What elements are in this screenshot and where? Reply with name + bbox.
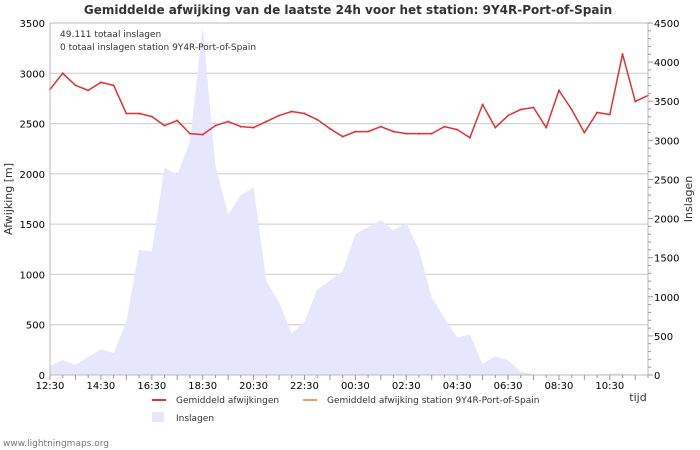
x-tick-label: 22:30 (290, 381, 319, 392)
deviation-point (392, 130, 395, 133)
deviation-point (367, 130, 370, 133)
deviation-point (608, 113, 611, 116)
deviation-point (456, 128, 459, 131)
deviation-point (99, 81, 102, 84)
deviation-point (354, 130, 357, 133)
deviation-point (417, 132, 420, 135)
deviation-point (278, 114, 281, 117)
deviation-point (443, 125, 446, 128)
deviation-point (227, 120, 230, 123)
deviation-point (405, 132, 408, 135)
y2-tick-label: 2500 (654, 175, 679, 186)
y-axis-label: Afwijking [m] (2, 163, 15, 235)
x-axis-ticks: 12:30 14:30 16:30 18:30 20:30 22:30 00:30 02:30… (36, 375, 649, 392)
deviation-point (176, 119, 179, 122)
y2-tick-label: 1000 (654, 293, 679, 304)
deviation-point (214, 124, 217, 127)
x-tick-label: 06:30 (494, 381, 523, 392)
deviation-point (468, 136, 471, 139)
deviation-point (328, 127, 331, 130)
deviation-point (201, 133, 204, 136)
y-tick-label: 3500 (20, 19, 45, 30)
y2-tick-label: 4000 (654, 58, 679, 69)
x-tick-label: 16:30 (137, 381, 166, 392)
y2-tick-label: 500 (654, 332, 673, 343)
deviation-point (379, 125, 382, 128)
legend-label-station-deviation: Gemiddeld afwijking station 9Y4R-Port-of… (327, 396, 539, 406)
left-axis-ticks: 0 500 1000 1500 2000 2500 3000 3500 (20, 19, 45, 382)
strikes-area-layer (50, 26, 648, 375)
legend-swatch-strikes (152, 412, 164, 422)
deviation-point (138, 112, 141, 115)
x-axis-label: tijd (629, 391, 646, 404)
x-tick-label: 14:30 (86, 381, 115, 392)
strikes-area (50, 26, 648, 375)
deviation-line-layer (49, 53, 649, 139)
avg-deviation-line (49, 53, 649, 139)
deviation-point (634, 100, 637, 103)
y-tick-label: 1500 (20, 220, 45, 231)
deviation-point (61, 72, 64, 75)
legend-label-strikes: Inslagen (176, 414, 214, 424)
y2-tick-label: 4500 (654, 19, 679, 30)
x-tick-label: 08:30 (545, 381, 574, 392)
deviation-point (507, 114, 510, 117)
plot-frame (49, 22, 649, 376)
deviation-point (596, 111, 599, 114)
y-tick-label: 3000 (20, 69, 45, 80)
deviation-point (621, 53, 624, 56)
deviation-point (341, 135, 344, 138)
deviation-point (557, 89, 560, 92)
deviation-point (545, 126, 548, 129)
x-tick-label: 20:30 (239, 381, 268, 392)
deviation-point (252, 126, 255, 129)
deviation-point (112, 84, 115, 87)
deviation-point (494, 126, 497, 129)
deviation-point (290, 110, 293, 113)
deviation-point (303, 112, 306, 115)
deviation-point (188, 132, 191, 135)
x-tick-label: 18:30 (188, 381, 217, 392)
y2-axis-label: Inslagen (682, 176, 695, 222)
info-station-strikes: 0 totaal inslagen station 9Y4R-Port-of-S… (60, 43, 256, 53)
y-tick-label: 1000 (20, 270, 45, 281)
legend: Gemiddeld afwijkingen Gemiddeld afwijkin… (152, 396, 539, 424)
x-tick-label: 00:30 (341, 381, 370, 392)
deviation-point (430, 132, 433, 135)
deviation-point (481, 103, 484, 106)
y2-tick-label: 0 (654, 371, 660, 382)
y-tick-label: 2500 (20, 120, 45, 131)
chart-title: Gemiddelde afwijking van de laatste 24h … (84, 3, 612, 17)
deviation-point (74, 84, 77, 87)
deviation-point (583, 131, 586, 134)
x-tick-label: 12:30 (36, 381, 65, 392)
deviation-point (532, 106, 535, 109)
x-tick-label: 02:30 (392, 381, 421, 392)
y-tick-label: 2000 (20, 170, 45, 181)
y-tick-label: 500 (26, 321, 45, 332)
x-tick-label: 04:30 (443, 381, 472, 392)
deviation-point (87, 89, 90, 92)
deviation-point (150, 115, 153, 118)
credit-link[interactable]: www.lightningmaps.org (3, 439, 109, 449)
deviation-point (570, 108, 573, 111)
deviation-point (125, 112, 128, 115)
info-total-strikes: 49.111 totaal inslagen (60, 30, 161, 40)
y2-tick-label: 1500 (654, 254, 679, 265)
deviation-point (239, 125, 242, 128)
y2-tick-label: 3000 (654, 136, 679, 147)
legend-label-avg-deviation: Gemiddeld afwijkingen (176, 396, 279, 406)
y2-tick-label: 2000 (654, 215, 679, 226)
y-tick-label: 0 (39, 371, 45, 382)
right-axis-ticks: 0 500 1000 1500 2000 2500 3000 3500 4000 4500 (648, 19, 679, 382)
deviation-point (163, 124, 166, 127)
y2-tick-label: 3500 (654, 97, 679, 108)
deviation-point (265, 120, 268, 123)
x-tick-label: 10:30 (595, 381, 624, 392)
deviation-point (316, 118, 319, 121)
deviation-point (519, 108, 522, 111)
